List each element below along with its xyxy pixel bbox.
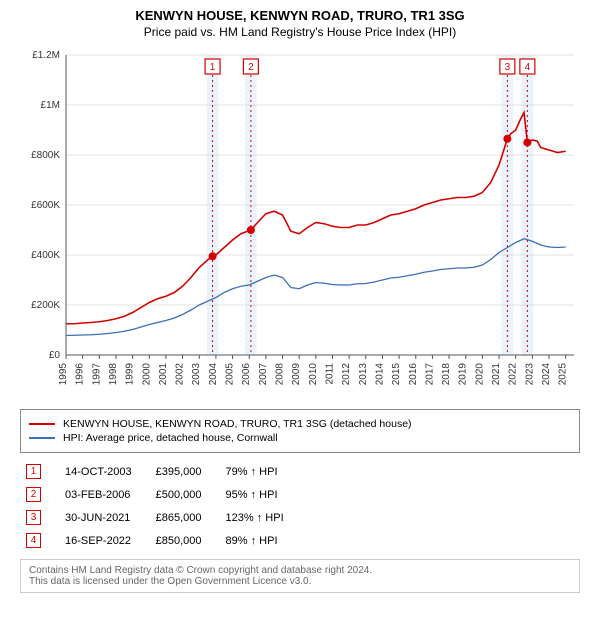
table-row: 2 03-FEB-2006£500,00095% ↑ HPI [22,484,302,505]
svg-text:1997: 1997 [91,363,102,386]
svg-text:2004: 2004 [208,363,219,386]
svg-text:2002: 2002 [175,363,186,386]
sale-price: £500,000 [152,484,220,505]
svg-text:£0: £0 [49,350,61,361]
svg-text:2020: 2020 [474,363,485,386]
page-subtitle: Price paid vs. HM Land Registry's House … [8,25,592,39]
svg-text:2019: 2019 [458,363,469,386]
svg-text:2023: 2023 [524,363,535,386]
svg-text:1998: 1998 [108,363,119,386]
svg-text:2008: 2008 [275,363,286,386]
footnote-line: This data is licensed under the Open Gov… [29,576,571,587]
svg-text:£800K: £800K [31,150,60,161]
sale-price: £395,000 [152,461,220,482]
footnote-line: Contains HM Land Registry data © Crown c… [29,565,571,576]
legend: KENWYN HOUSE, KENWYN ROAD, TRURO, TR1 3S… [20,409,580,453]
sale-marker-icon: 1 [26,464,41,479]
sale-delta: 89% ↑ HPI [222,530,302,551]
sale-date: 14-OCT-2003 [61,461,150,482]
sale-marker-icon: 4 [26,533,41,548]
sale-delta: 79% ↑ HPI [222,461,302,482]
svg-text:2011: 2011 [324,363,335,385]
legend-label: KENWYN HOUSE, KENWYN ROAD, TRURO, TR1 3S… [63,418,412,430]
sale-marker-icon: 2 [26,487,41,502]
table-row: 1 14-OCT-2003£395,00079% ↑ HPI [22,461,302,482]
sale-delta: 123% ↑ HPI [222,507,302,528]
legend-swatch [29,423,55,425]
sale-date: 30-JUN-2021 [61,507,150,528]
svg-text:2007: 2007 [258,363,269,386]
svg-text:2001: 2001 [158,363,169,386]
svg-text:£1.2M: £1.2M [32,50,60,61]
svg-text:2013: 2013 [358,363,369,386]
legend-swatch [29,437,55,439]
svg-text:3: 3 [505,62,511,73]
svg-text:£200K: £200K [31,300,60,311]
sale-date: 16-SEP-2022 [61,530,150,551]
svg-text:2025: 2025 [558,363,569,386]
legend-row: HPI: Average price, detached house, Corn… [29,432,571,444]
svg-text:2015: 2015 [391,363,402,386]
sale-date: 03-FEB-2006 [61,484,150,505]
legend-row: KENWYN HOUSE, KENWYN ROAD, TRURO, TR1 3S… [29,418,571,430]
svg-text:2006: 2006 [241,363,252,386]
page-title: KENWYN HOUSE, KENWYN ROAD, TRURO, TR1 3S… [8,8,592,23]
svg-text:2014: 2014 [374,363,385,386]
svg-text:2022: 2022 [508,363,519,386]
svg-text:2005: 2005 [225,363,236,386]
svg-text:£400K: £400K [31,250,60,261]
svg-text:2016: 2016 [408,363,419,386]
svg-text:1999: 1999 [125,363,136,386]
svg-text:4: 4 [525,62,531,73]
svg-text:2: 2 [248,62,254,73]
svg-text:£1M: £1M [41,100,60,111]
svg-text:2021: 2021 [491,363,502,386]
svg-text:1996: 1996 [75,363,86,386]
sale-price: £850,000 [152,530,220,551]
legend-label: HPI: Average price, detached house, Corn… [63,432,278,444]
svg-text:2010: 2010 [308,363,319,386]
svg-text:2009: 2009 [291,363,302,386]
footnote: Contains HM Land Registry data © Crown c… [20,559,580,593]
svg-text:2000: 2000 [141,363,152,386]
svg-text:£600K: £600K [31,200,60,211]
svg-text:2017: 2017 [424,363,435,386]
sales-table: 1 14-OCT-2003£395,00079% ↑ HPI 2 03-FEB-200… [20,459,304,553]
table-row: 4 16-SEP-2022£850,00089% ↑ HPI [22,530,302,551]
svg-text:1995: 1995 [58,363,69,386]
sale-delta: 95% ↑ HPI [222,484,302,505]
sale-marker-icon: 3 [26,510,41,525]
svg-text:2012: 2012 [341,363,352,386]
svg-text:2018: 2018 [441,363,452,386]
table-row: 3 30-JUN-2021£865,000123% ↑ HPI [22,507,302,528]
sale-price: £865,000 [152,507,220,528]
svg-text:2024: 2024 [541,363,552,386]
price-chart: £0 £200K £400K £600K £800K £1M £1.2M 1995 1996 19… [20,45,580,405]
svg-text:1: 1 [210,62,216,73]
svg-text:2003: 2003 [191,363,202,386]
